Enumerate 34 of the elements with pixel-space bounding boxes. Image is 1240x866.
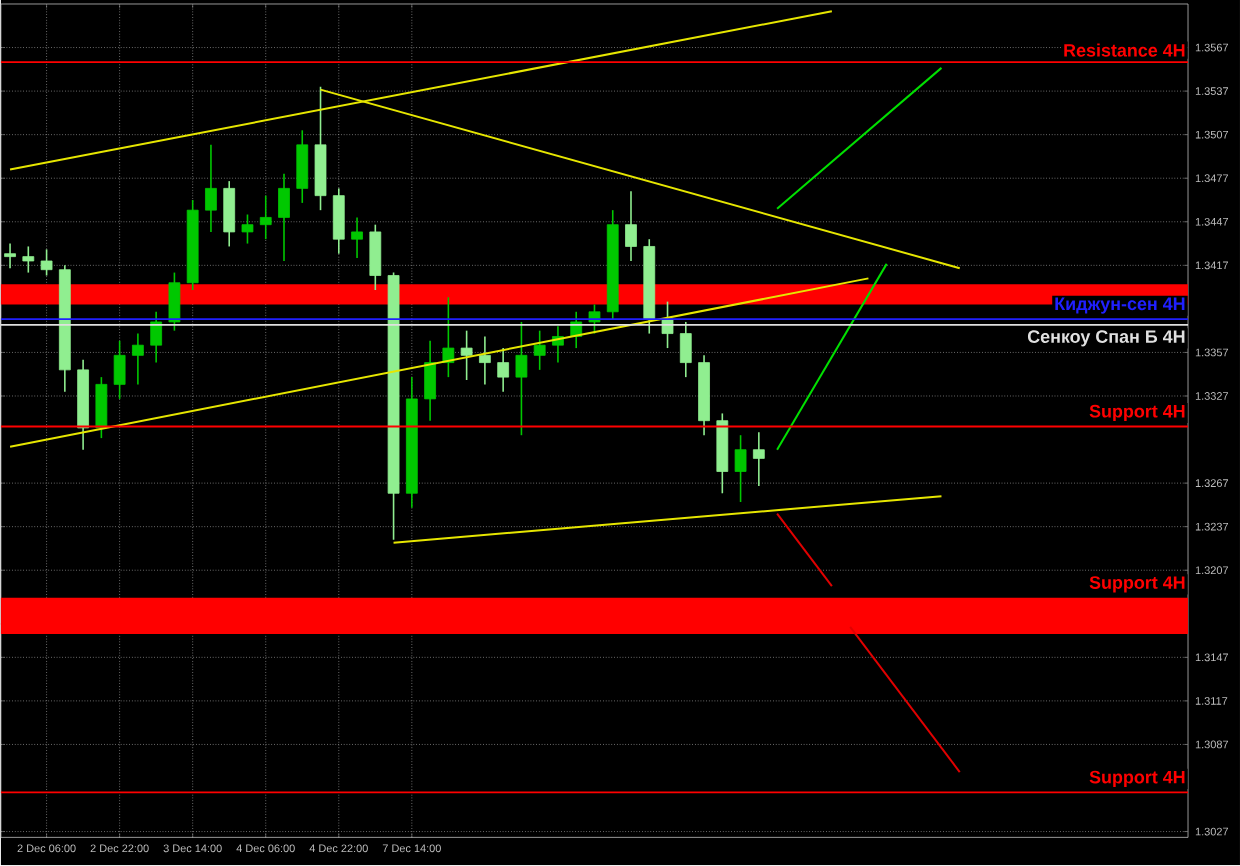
candlestick	[351, 216, 363, 260]
candlestick	[22, 245, 35, 274]
candlestick	[533, 330, 546, 371]
ref-line-label: Resistance 4H	[1064, 43, 1185, 58]
ref-line-label: Support 4H	[1089, 576, 1185, 593]
candlestick	[150, 311, 163, 364]
candlestick	[95, 376, 108, 440]
candlestick	[497, 347, 510, 393]
candlestick	[168, 272, 181, 332]
candlestick	[332, 187, 345, 255]
candlestick	[113, 340, 126, 401]
candlestick	[479, 335, 491, 386]
candlestick	[679, 321, 692, 379]
ref-line-label: Support 4H	[1089, 405, 1185, 422]
candlestick	[241, 214, 254, 245]
candlestick	[460, 330, 473, 382]
candlestick	[259, 195, 272, 241]
candlestick	[296, 129, 309, 205]
candlestick	[4, 243, 16, 270]
candlestick	[278, 173, 290, 263]
candlestick	[752, 431, 765, 488]
candlestick	[424, 340, 436, 422]
candlestick	[442, 296, 455, 379]
ref-line-label: Сенкоу Спан Б 4H	[1027, 330, 1185, 347]
candlestick	[132, 333, 144, 386]
candlestick	[223, 180, 236, 248]
candlestick	[734, 434, 747, 504]
candlestick	[40, 248, 53, 277]
candlestick	[369, 224, 382, 292]
candlestick	[515, 321, 528, 437]
candlestick	[625, 190, 637, 263]
ref-line-label: Киджун-сен 4H	[1055, 297, 1185, 314]
ref-line-label: Support 4H	[1089, 771, 1185, 788]
candlestick	[205, 144, 217, 234]
